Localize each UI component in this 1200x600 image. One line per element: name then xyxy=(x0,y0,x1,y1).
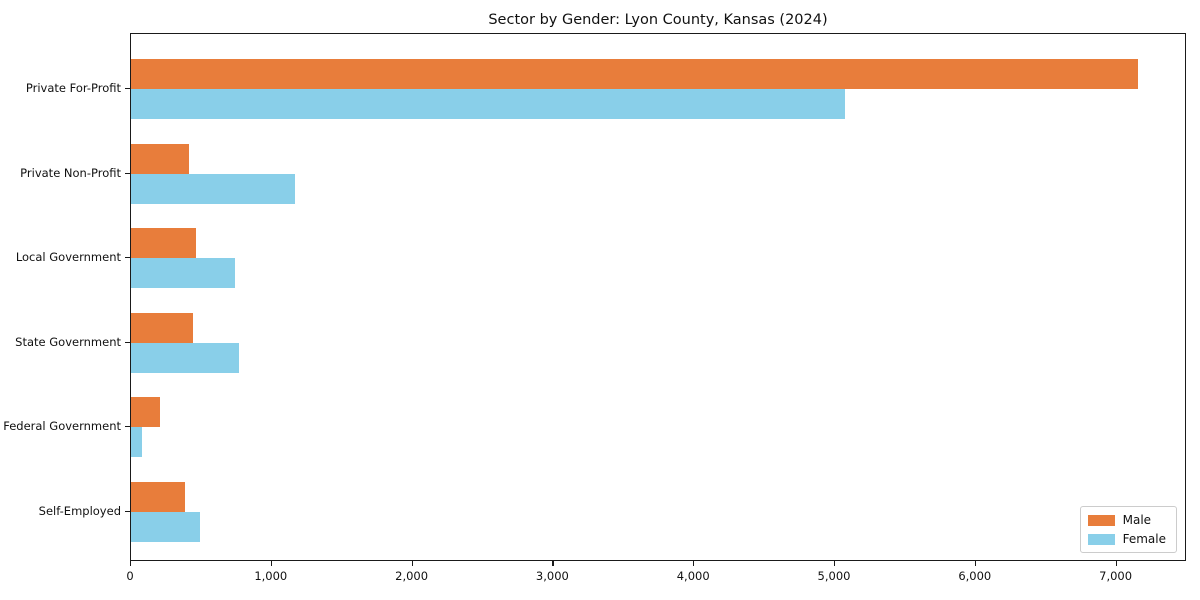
plot-area: Male Female xyxy=(130,33,1186,561)
y-axis-label-state-government: State Government xyxy=(15,334,121,349)
x-tick-mark xyxy=(270,561,272,566)
y-tick-mark xyxy=(125,172,130,174)
x-tick-mark xyxy=(130,561,132,566)
bar-female-private-for-profit xyxy=(131,89,845,119)
x-tick-mark xyxy=(1115,561,1117,566)
legend-entry-male: Male xyxy=(1087,513,1166,527)
y-tick-mark xyxy=(125,88,130,90)
y-axis-label-private-non-profit: Private Non-Profit xyxy=(20,165,121,180)
x-axis-label-0: 0 xyxy=(126,569,134,583)
y-tick-mark xyxy=(125,510,130,512)
y-axis-label-private-for-profit: Private For-Profit xyxy=(25,81,121,95)
x-tick-mark xyxy=(552,561,554,566)
x-axis-label-5000: 5,000 xyxy=(817,569,851,583)
y-axis-label-self-employed: Self-Employed xyxy=(38,503,121,518)
y-tick-mark xyxy=(125,426,130,428)
x-tick-mark xyxy=(974,561,976,566)
legend-label-female: Female xyxy=(1122,532,1166,546)
legend-label-male: Male xyxy=(1122,513,1152,527)
female-series-swatch xyxy=(1087,533,1115,545)
bar-male-private-non-profit xyxy=(131,143,189,174)
x-axis-label-3000: 3,000 xyxy=(535,569,569,583)
bar-male-self-employed xyxy=(131,481,185,512)
y-axis-label-federal-government: Federal Government xyxy=(3,419,121,433)
legend: Male Female xyxy=(1079,506,1177,553)
bar-male-private-for-profit xyxy=(131,59,1138,89)
chart-title: Sector by Gender: Lyon County, Kansas (2… xyxy=(488,12,828,28)
bar-female-state-government xyxy=(131,342,240,373)
y-axis-label-local-government: Local Government xyxy=(15,250,121,264)
x-axis-label-6000: 6,000 xyxy=(958,569,992,583)
x-axis-label-1000: 1,000 xyxy=(254,569,288,583)
x-axis-label-2000: 2,000 xyxy=(395,569,429,583)
x-tick-mark xyxy=(834,561,836,566)
bar-female-local-government xyxy=(131,258,236,288)
bar-female-self-employed xyxy=(131,511,200,542)
bar-male-federal-government xyxy=(131,397,160,427)
x-tick-mark xyxy=(693,561,695,566)
y-tick-mark xyxy=(125,257,130,259)
bar-male-state-government xyxy=(131,312,193,343)
y-tick-mark xyxy=(125,341,130,343)
legend-entry-female: Female xyxy=(1087,532,1166,546)
bar-female-federal-government xyxy=(131,427,143,457)
male-series-swatch xyxy=(1087,514,1115,526)
x-axis-label-7000: 7,000 xyxy=(1099,569,1133,583)
x-tick-mark xyxy=(411,561,413,566)
bar-female-private-non-profit xyxy=(131,173,296,204)
x-axis-label-4000: 4,000 xyxy=(676,569,710,583)
bar-male-local-government xyxy=(131,228,196,258)
